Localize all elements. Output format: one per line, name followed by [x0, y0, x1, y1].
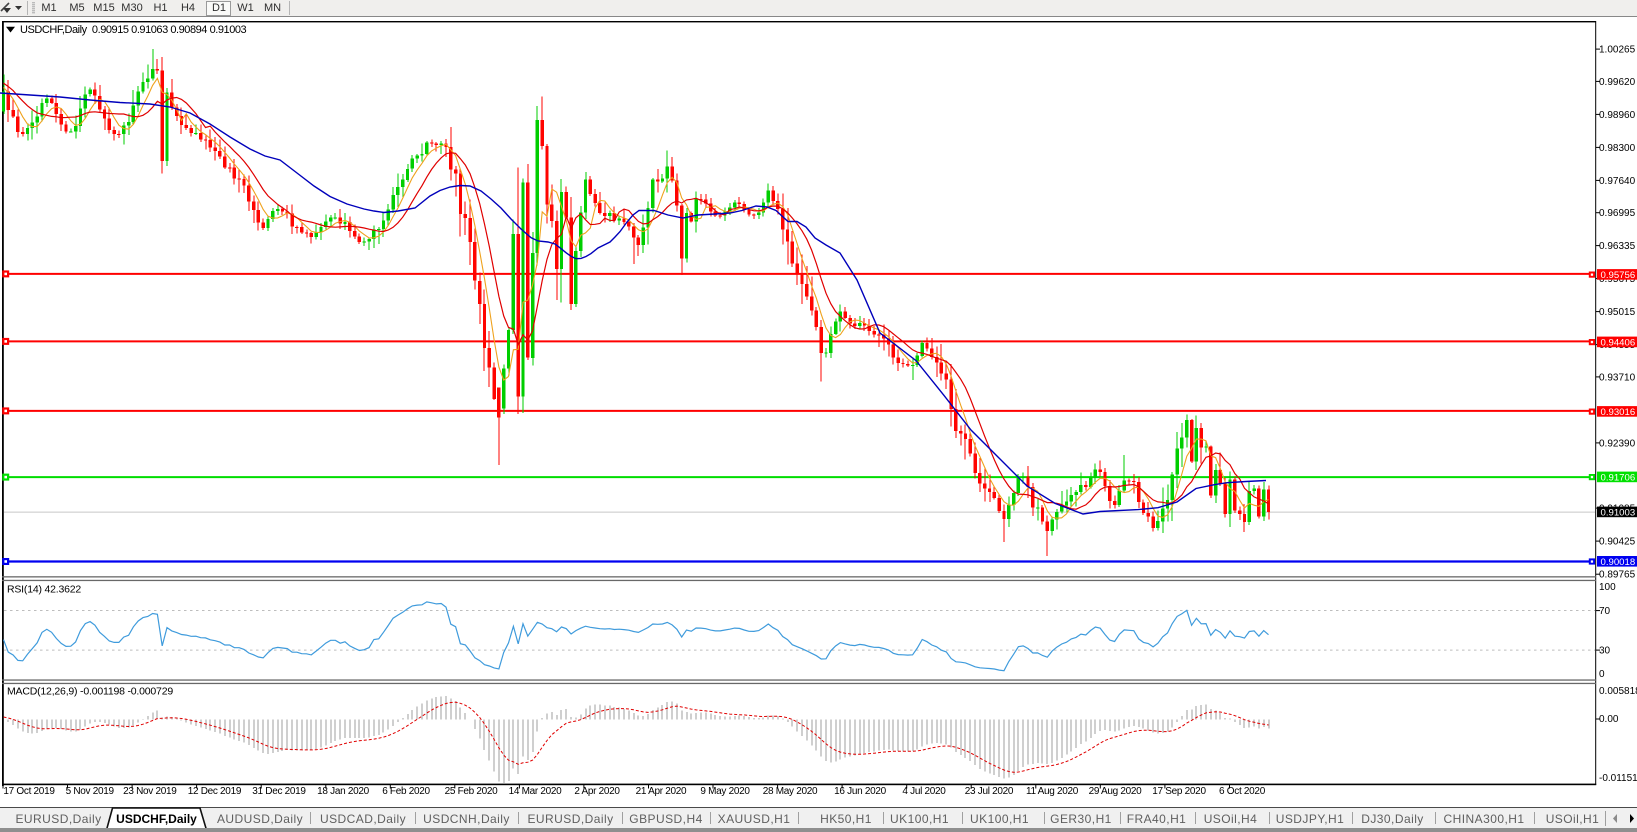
svg-text:11 Aug 2020: 11 Aug 2020: [1026, 786, 1079, 797]
svg-text:31 Dec 2019: 31 Dec 2019: [252, 786, 306, 797]
svg-text:0.92390: 0.92390: [1599, 438, 1636, 449]
svg-text:9 May 2020: 9 May 2020: [700, 786, 750, 797]
svg-text:5 Nov 2019: 5 Nov 2019: [66, 786, 115, 797]
svg-text:2 Apr 2020: 2 Apr 2020: [574, 786, 620, 797]
svg-text:0.95015: 0.95015: [1599, 307, 1636, 318]
svg-text:23 Nov 2019: 23 Nov 2019: [123, 786, 177, 797]
svg-text:14 Mar 2020: 14 Mar 2020: [509, 786, 563, 797]
svg-text:0.96335: 0.96335: [1599, 241, 1636, 252]
svg-text:0.90425: 0.90425: [1599, 537, 1636, 548]
svg-text:RSI(14) 42.3622: RSI(14) 42.3622: [7, 584, 81, 596]
svg-text:0.98960: 0.98960: [1599, 110, 1636, 121]
svg-text:30: 30: [1599, 646, 1611, 657]
svg-text:0.91706: 0.91706: [1601, 473, 1636, 484]
svg-text:0.98300: 0.98300: [1599, 143, 1636, 154]
svg-text:1.00265: 1.00265: [1599, 45, 1636, 56]
svg-text:4 Jul 2020: 4 Jul 2020: [902, 786, 946, 797]
svg-text:0.00: 0.00: [1599, 714, 1619, 725]
svg-text:100: 100: [1599, 582, 1616, 593]
svg-text:-0.011514: -0.011514: [1599, 773, 1637, 784]
svg-text:0.95756: 0.95756: [1601, 270, 1636, 281]
svg-text:17 Oct 2019: 17 Oct 2019: [3, 786, 55, 797]
svg-text:0.91003: 0.91003: [1601, 508, 1636, 519]
svg-text:USDCHF,Daily 0.90915 0.91063: USDCHF,Daily 0.90915 0.91063 0.90894 0.9…: [20, 24, 247, 36]
svg-text:0.96995: 0.96995: [1599, 208, 1636, 219]
svg-text:0.93016: 0.93016: [1601, 407, 1636, 418]
svg-text:MACD(12,26,9) -0.001198 -0.000: MACD(12,26,9) -0.001198 -0.000729: [7, 686, 173, 698]
svg-text:6 Feb 2020: 6 Feb 2020: [382, 786, 430, 797]
svg-text:18 Jan 2020: 18 Jan 2020: [317, 786, 369, 797]
svg-text:0.93710: 0.93710: [1599, 372, 1636, 383]
svg-text:6 Oct 2020: 6 Oct 2020: [1219, 786, 1266, 797]
svg-text:25 Feb 2020: 25 Feb 2020: [445, 786, 499, 797]
svg-text:0.005818: 0.005818: [1599, 686, 1637, 697]
svg-text:0.94406: 0.94406: [1601, 338, 1636, 349]
svg-text:12 Dec 2019: 12 Dec 2019: [188, 786, 242, 797]
svg-text:0.97640: 0.97640: [1599, 176, 1636, 187]
svg-text:70: 70: [1599, 606, 1611, 617]
svg-text:0.89765: 0.89765: [1599, 570, 1636, 581]
svg-text:29 Aug 2020: 29 Aug 2020: [1089, 786, 1143, 797]
svg-text:23 Jul 2020: 23 Jul 2020: [965, 786, 1014, 797]
svg-text:0: 0: [1599, 669, 1605, 680]
svg-text:0.99620: 0.99620: [1599, 77, 1636, 88]
svg-text:16 Jun 2020: 16 Jun 2020: [834, 786, 886, 797]
svg-text:28 May 2020: 28 May 2020: [763, 786, 818, 797]
svg-text:0.90018: 0.90018: [1601, 557, 1636, 568]
svg-text:21 Apr 2020: 21 Apr 2020: [636, 786, 687, 797]
svg-text:17 Sep 2020: 17 Sep 2020: [1152, 786, 1206, 797]
